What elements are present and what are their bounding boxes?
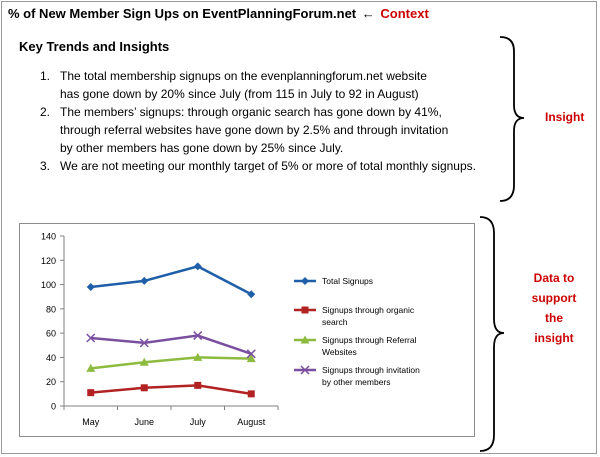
legend-label: Total Signups (322, 276, 373, 286)
insight-label: Insight (545, 110, 585, 124)
data-point (87, 389, 95, 397)
insight-number: 3. (40, 159, 51, 173)
legend-label: Signups through organic (322, 305, 415, 315)
data-point (193, 352, 203, 361)
insight-number: 1. (40, 69, 51, 83)
insight-list: 1. The total membership signups on the e… (40, 67, 520, 175)
data-point (86, 363, 96, 372)
series-line (90, 265, 252, 296)
header: % of New Member Sign Ups on EventPlannin… (8, 6, 429, 21)
y-tick-label: 140 (41, 232, 56, 242)
series-line (90, 384, 252, 396)
y-tick-label: 120 (41, 256, 56, 266)
insight-line: The total membership signups on the even… (60, 69, 427, 83)
data-point (140, 384, 148, 392)
insight-brace (499, 36, 525, 202)
data-point (139, 338, 149, 348)
insight-number: 2. (40, 105, 51, 119)
x-tick-label: June (134, 417, 154, 427)
x-tick-label: August (237, 417, 266, 427)
data-point (86, 283, 95, 291)
data-point (246, 349, 256, 359)
insight-item: 3. We are not meeting our monthly target… (40, 157, 520, 175)
legend-label: by other members (322, 377, 391, 387)
legend-marker (300, 335, 310, 344)
insight-line: has gone down by 20% since July (from 11… (60, 87, 419, 101)
data-point (86, 333, 96, 343)
x-tick-label: May (82, 417, 100, 427)
data-support-label: Data to support the insight (522, 268, 586, 348)
chart-container: 0 20 40 60 80 100 120 140 May June July August Total… (19, 223, 475, 437)
y-tick-label: 60 (46, 329, 56, 339)
context-label: Context (380, 6, 429, 21)
line-chart: 0 20 40 60 80 100 120 140 May June July August Total… (41, 232, 420, 428)
insight-line: We are not meeting our monthly target of… (60, 159, 476, 173)
insight-line: through referral websites have gone down… (60, 123, 449, 137)
y-tick-label: 0 (51, 402, 56, 412)
insight-line: The members’ signups: through organic se… (60, 105, 442, 119)
data-point (247, 290, 256, 299)
data-point (193, 262, 202, 271)
data-support-line: the (545, 311, 563, 325)
data-point (194, 381, 202, 389)
data-support-line: insight (534, 331, 574, 345)
insights-title: Key Trends and Insights (19, 39, 170, 54)
y-tick-label: 20 (46, 377, 56, 387)
insight-item: 1. The total membership signups on the e… (40, 67, 520, 103)
data-point (140, 276, 149, 285)
data-point (139, 357, 149, 366)
legend-label: Websites (322, 347, 357, 357)
x-tick-label: July (190, 417, 207, 427)
data-point (247, 390, 255, 398)
legend-label: search (322, 317, 348, 327)
y-tick-label: 40 (46, 353, 56, 363)
page-title: % of New Member Sign Ups on EventPlannin… (8, 6, 357, 21)
data-point (193, 331, 203, 341)
y-tick-label: 80 (46, 304, 56, 314)
data-support-line: support (531, 291, 577, 305)
data-point (246, 354, 256, 363)
data-brace (479, 216, 505, 452)
series-line (90, 334, 252, 355)
legend-label: Signups through Referral (322, 335, 417, 345)
insight-item: 2. The members’ signups: through organic… (40, 103, 520, 157)
legend-marker (300, 365, 310, 375)
legend-marker (301, 306, 309, 314)
insight-line: by other members has gone down by 25% si… (60, 141, 344, 155)
series-line (90, 356, 252, 370)
legend-label: Signups through invitation (322, 365, 420, 375)
y-tick-label: 100 (41, 280, 56, 290)
legend-marker (301, 277, 309, 285)
left-arrow-icon: ← (361, 6, 375, 21)
data-support-line: Data to (533, 271, 575, 285)
